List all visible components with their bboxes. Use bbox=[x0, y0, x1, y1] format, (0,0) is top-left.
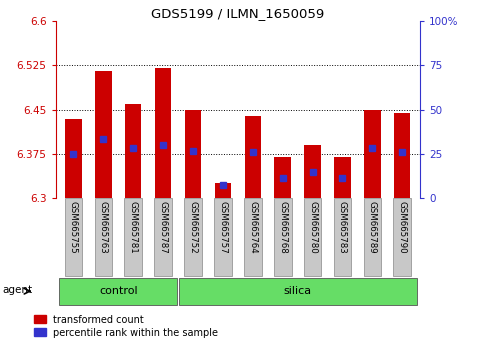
Text: GSM665790: GSM665790 bbox=[398, 201, 407, 253]
Text: GSM665752: GSM665752 bbox=[188, 201, 198, 253]
Bar bbox=[125, 198, 142, 276]
Bar bbox=[95, 198, 112, 276]
Legend: transformed count, percentile rank within the sample: transformed count, percentile rank withi… bbox=[34, 315, 218, 337]
Text: GSM665789: GSM665789 bbox=[368, 201, 377, 253]
Bar bbox=[155, 198, 172, 276]
Bar bbox=[274, 157, 291, 198]
Bar bbox=[364, 110, 381, 198]
Text: GSM665763: GSM665763 bbox=[99, 201, 108, 253]
Bar bbox=[65, 119, 82, 198]
Text: silica: silica bbox=[284, 286, 312, 296]
Text: GSM665780: GSM665780 bbox=[308, 201, 317, 253]
Bar bbox=[155, 68, 171, 198]
Bar bbox=[244, 198, 262, 276]
Bar bbox=[215, 183, 231, 198]
Text: GSM665764: GSM665764 bbox=[248, 201, 257, 253]
Text: GSM665783: GSM665783 bbox=[338, 201, 347, 253]
Bar bbox=[59, 278, 177, 305]
Bar bbox=[304, 145, 321, 198]
Text: GSM665757: GSM665757 bbox=[218, 201, 227, 253]
Bar bbox=[394, 113, 411, 198]
Text: GSM665768: GSM665768 bbox=[278, 201, 287, 253]
Bar bbox=[179, 278, 417, 305]
Bar bbox=[394, 198, 411, 276]
Bar bbox=[334, 198, 351, 276]
Bar bbox=[274, 198, 292, 276]
Text: control: control bbox=[99, 286, 138, 296]
Bar bbox=[184, 198, 202, 276]
Title: GDS5199 / ILMN_1650059: GDS5199 / ILMN_1650059 bbox=[151, 7, 325, 20]
Bar bbox=[65, 198, 82, 276]
Text: GSM665755: GSM665755 bbox=[69, 201, 78, 253]
Bar bbox=[244, 116, 261, 198]
Bar bbox=[214, 198, 232, 276]
Text: agent: agent bbox=[2, 285, 32, 295]
Bar bbox=[334, 157, 351, 198]
Bar bbox=[185, 110, 201, 198]
Text: GSM665787: GSM665787 bbox=[158, 201, 168, 253]
Bar bbox=[364, 198, 381, 276]
Bar bbox=[125, 104, 142, 198]
Bar bbox=[95, 72, 112, 198]
Bar bbox=[304, 198, 321, 276]
Text: GSM665781: GSM665781 bbox=[129, 201, 138, 253]
